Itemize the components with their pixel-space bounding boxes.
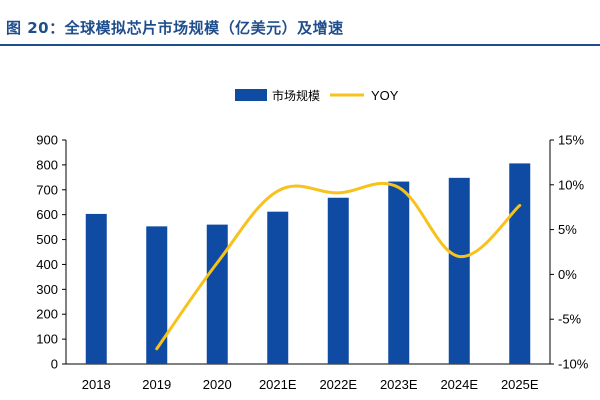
- x-tick-label: 2021E: [259, 377, 297, 392]
- yoy-line-series: [155, 181, 522, 351]
- bar: [509, 163, 531, 364]
- left-tick-label: 500: [36, 232, 58, 247]
- x-tick-label: 2019: [142, 377, 171, 392]
- left-tick-label: 100: [36, 332, 58, 347]
- bar: [327, 197, 349, 364]
- left-tick-label: 600: [36, 207, 58, 222]
- bar: [85, 213, 107, 364]
- legend-swatch-market-size: [235, 89, 267, 101]
- bar: [448, 177, 470, 364]
- legend-label-market-size: 市场规模: [272, 88, 320, 103]
- right-tick-label: -10%: [558, 357, 589, 372]
- right-tick-label: -5%: [558, 312, 582, 327]
- x-tick-label: 2023E: [380, 377, 418, 392]
- bar: [146, 226, 168, 364]
- tick-labels: 0 100 200 300 400 500 600 700 800 900 -10% -5% 0% 5% 1…: [36, 133, 588, 393]
- chart-title: 图 20：全球模拟芯片市场规模（亿美元）及增速: [6, 19, 344, 37]
- left-tick-label: 200: [36, 307, 58, 322]
- right-tick-label: 0%: [558, 267, 577, 282]
- legend-label-yoy: YOY: [371, 88, 399, 103]
- title-divider: [0, 44, 600, 46]
- left-tick-label: 900: [36, 133, 58, 148]
- x-tick-label: 2025E: [501, 377, 539, 392]
- x-tick-label: 2018: [82, 377, 111, 392]
- axes: [62, 139, 554, 365]
- left-tick-label: 300: [36, 282, 58, 297]
- bar-series: [85, 163, 531, 364]
- left-tick-label: 800: [36, 157, 58, 172]
- bar: [267, 211, 289, 364]
- x-tick-label: 2022E: [319, 377, 357, 392]
- legend: 市场规模 YOY: [235, 88, 399, 103]
- left-tick-label: 0: [51, 357, 58, 372]
- x-tick-label: 2024E: [440, 377, 478, 392]
- right-tick-label: 10%: [558, 177, 584, 192]
- right-tick-label: 5%: [558, 222, 577, 237]
- left-tick-label: 400: [36, 257, 58, 272]
- bar: [388, 181, 410, 364]
- left-tick-label: 700: [36, 182, 58, 197]
- bar: [206, 224, 228, 364]
- right-tick-label: 15%: [558, 133, 584, 148]
- x-tick-label: 2020: [203, 377, 232, 392]
